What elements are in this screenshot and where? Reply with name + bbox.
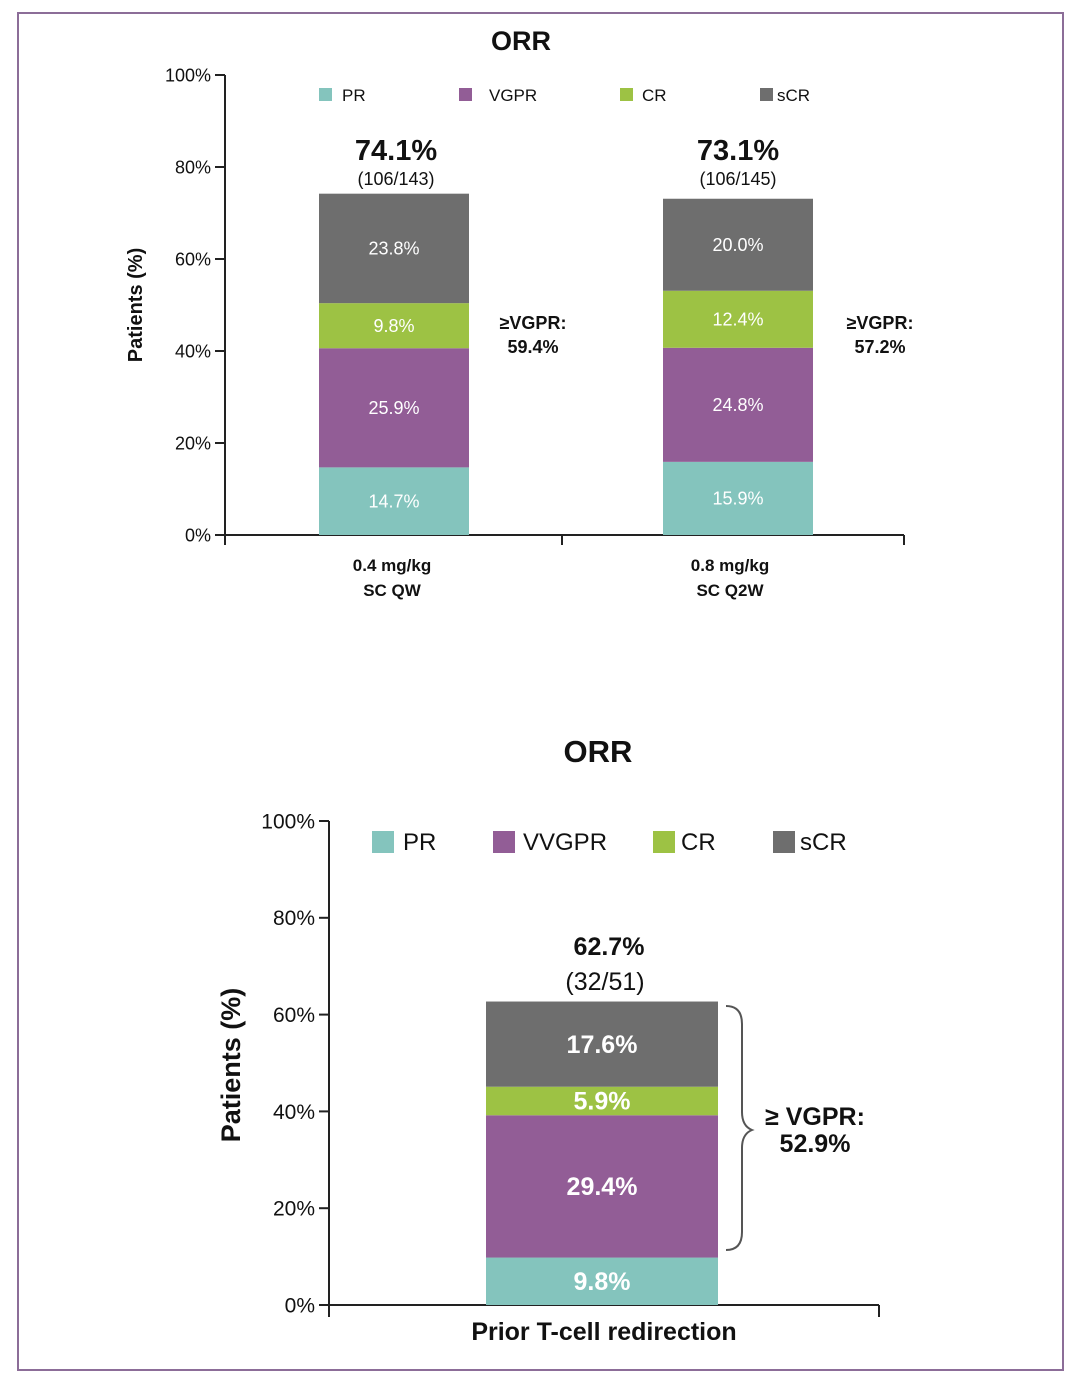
bar-segment-scr bbox=[486, 1001, 718, 1087]
bar-total-2: 73.1% bbox=[697, 135, 779, 167]
y-tick-label: 80% bbox=[175, 157, 211, 177]
y-tick-label: 100% bbox=[261, 810, 315, 833]
bar-total-1: 74.1% bbox=[355, 135, 437, 167]
y-tick-label: 20% bbox=[273, 1198, 315, 1221]
bar-total-3: 62.7% bbox=[574, 933, 645, 961]
data-label-scr: 23.8% bbox=[368, 239, 419, 259]
legend-swatch-pr bbox=[372, 831, 394, 853]
data-label-cr: 12.4% bbox=[712, 310, 763, 330]
legend-label-scr: sCR bbox=[800, 829, 847, 856]
vgpr-brace bbox=[725, 1005, 755, 1251]
legend-label-pr: PR bbox=[403, 829, 436, 856]
x-tick-label-1-line1: 0.4 mg/kg bbox=[353, 556, 431, 575]
x-tick-label-3: Prior T-cell redirection bbox=[471, 1318, 736, 1346]
legend-label-vgpr: VVGPR bbox=[523, 829, 607, 856]
legend-label-cr: CR bbox=[681, 829, 716, 856]
legend-swatch-scr bbox=[773, 831, 795, 853]
data-label-scr: 20.0% bbox=[712, 235, 763, 255]
data-label-pr: 14.7% bbox=[368, 491, 419, 511]
chart-1-y-axis-label: Patients (%) bbox=[125, 248, 147, 362]
bar-segment-pr bbox=[486, 1257, 718, 1305]
bar-segment-vgpr bbox=[486, 1115, 718, 1258]
data-label-pr: 9.8% bbox=[574, 1268, 631, 1296]
legend-swatch-vgpr bbox=[493, 831, 515, 853]
bar-segment-pr bbox=[663, 461, 813, 535]
legend-label-pr: PR bbox=[342, 86, 366, 105]
y-tick-label: 0% bbox=[285, 1294, 315, 1317]
legend-label-scr: sCR bbox=[777, 86, 810, 105]
chart-2-title: ORR bbox=[564, 734, 633, 769]
legend-label-vgpr: VGPR bbox=[489, 86, 537, 105]
x-tick-label-2-line2: SC Q2W bbox=[696, 581, 764, 600]
legend-swatch-vgpr bbox=[459, 88, 472, 101]
legend-swatch-scr bbox=[760, 88, 773, 101]
bar-segment-scr bbox=[663, 198, 813, 291]
y-tick-label: 20% bbox=[175, 433, 211, 453]
y-tick-label: 40% bbox=[273, 1101, 315, 1124]
vgpr-annotation-label-1: ≥VGPR: bbox=[500, 313, 567, 333]
bar-segment-cr bbox=[319, 303, 469, 349]
y-tick-label: 40% bbox=[175, 341, 211, 361]
figure-frame bbox=[17, 12, 1064, 1371]
bar-segment-pr bbox=[319, 467, 469, 535]
data-label-vgpr: 29.4% bbox=[567, 1173, 638, 1201]
y-tick-label: 60% bbox=[273, 1004, 315, 1027]
chart-1: ORR Patients (%) 0% 20% 40% 60% 80% 100% PR V… bbox=[125, 26, 913, 600]
vgpr-annotation-label-2: ≥VGPR: bbox=[847, 313, 914, 333]
y-tick-label: 0% bbox=[185, 525, 211, 545]
data-label-cr: 9.8% bbox=[373, 316, 414, 336]
legend-swatch-pr bbox=[319, 88, 332, 101]
chart-2: ORR Patients (%) 0% 20% 40% 60% 80% 100% PR V… bbox=[216, 734, 880, 1346]
x-tick-label-2-line1: 0.8 mg/kg bbox=[691, 556, 769, 575]
vgpr-annotation-value-2: 57.2% bbox=[854, 337, 905, 357]
y-tick-label: 100% bbox=[165, 65, 211, 85]
chart-2-y-axis-label: Patients (%) bbox=[216, 988, 246, 1143]
vgpr-annotation-label-3: ≥ VGPR: bbox=[765, 1103, 865, 1131]
bar-segment-vgpr bbox=[663, 347, 813, 462]
bar-segment-vgpr bbox=[319, 348, 469, 468]
bar-total-fraction-1: (106/143) bbox=[357, 169, 434, 189]
data-label-vgpr: 25.9% bbox=[368, 398, 419, 418]
vgpr-annotation-value-1: 59.4% bbox=[507, 337, 558, 357]
bar-segment-cr bbox=[663, 290, 813, 348]
bar-segment-scr bbox=[319, 193, 469, 304]
y-tick-label: 60% bbox=[175, 249, 211, 269]
x-tick-label-1-line2: SC QW bbox=[363, 581, 422, 600]
y-tick-label: 80% bbox=[273, 907, 315, 930]
bar-total-fraction-3: (32/51) bbox=[565, 968, 644, 996]
legend-swatch-cr bbox=[653, 831, 675, 853]
data-label-pr: 15.9% bbox=[712, 489, 763, 509]
data-label-cr: 5.9% bbox=[574, 1088, 631, 1116]
bar-total-fraction-2: (106/145) bbox=[699, 169, 776, 189]
chart-1-title: ORR bbox=[491, 26, 551, 56]
bar-segment-cr bbox=[486, 1086, 718, 1116]
data-label-vgpr: 24.8% bbox=[712, 395, 763, 415]
legend-swatch-cr bbox=[620, 88, 633, 101]
legend-label-cr: CR bbox=[642, 86, 667, 105]
data-label-scr: 17.6% bbox=[567, 1031, 638, 1059]
vgpr-annotation-value-3: 52.9% bbox=[780, 1130, 851, 1158]
